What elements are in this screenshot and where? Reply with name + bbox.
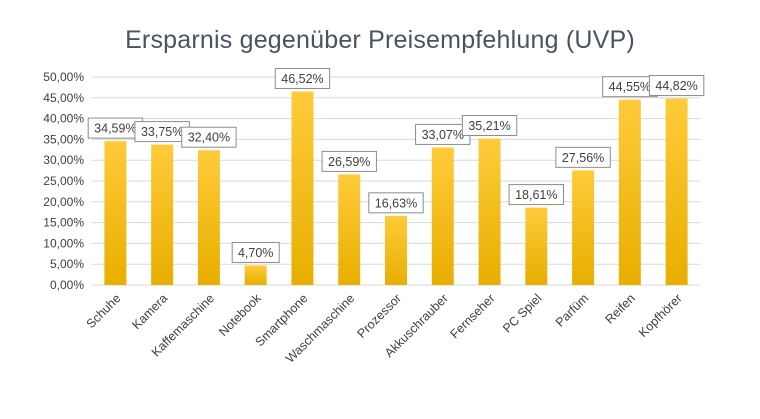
y-tick-label: 15,00% bbox=[43, 216, 84, 230]
data-label: 46,52% bbox=[281, 72, 323, 86]
data-label-box bbox=[368, 192, 424, 214]
data-label-box bbox=[274, 67, 331, 89]
bar-fernseher bbox=[478, 138, 501, 285]
bar-parfüm bbox=[572, 170, 595, 285]
y-tick-label: 35,00% bbox=[43, 132, 84, 146]
x-tick-label: Notebook bbox=[216, 291, 264, 339]
x-tick-label: Fernseher bbox=[447, 291, 497, 341]
data-label-box bbox=[231, 241, 280, 263]
y-tick-label: 45,00% bbox=[43, 91, 84, 105]
y-tick-label: 0,00% bbox=[50, 278, 84, 292]
y-tick-label: 10,00% bbox=[43, 236, 84, 250]
data-label-box bbox=[321, 150, 377, 172]
bar-kamera bbox=[151, 144, 174, 285]
data-label: 18,61% bbox=[515, 188, 557, 202]
bar-smartphone bbox=[291, 91, 314, 285]
y-tick-label: 20,00% bbox=[43, 195, 84, 209]
bar-notebook bbox=[244, 265, 267, 285]
data-label: 32,40% bbox=[188, 131, 230, 145]
bar-akkuschrauber bbox=[431, 147, 454, 285]
data-label: 16,63% bbox=[375, 196, 417, 210]
bar-reifen bbox=[618, 99, 641, 285]
data-label: 26,59% bbox=[328, 155, 370, 169]
data-label-box bbox=[461, 115, 518, 137]
bar-kaffemaschine bbox=[197, 150, 220, 285]
data-label-box bbox=[648, 75, 705, 97]
data-label-box bbox=[181, 126, 237, 148]
y-tick-label: 30,00% bbox=[43, 153, 84, 167]
data-label: 35,21% bbox=[468, 119, 510, 133]
x-tick-label: Prozessor bbox=[354, 291, 404, 341]
data-label: 44,82% bbox=[655, 79, 697, 93]
data-label: 33,75% bbox=[141, 125, 183, 139]
bar-waschmaschine bbox=[338, 174, 361, 285]
y-tick-label: 50,00% bbox=[43, 70, 84, 84]
x-tick-label: Kopfhörer bbox=[636, 291, 685, 340]
bar-kopfhörer bbox=[665, 98, 688, 285]
data-label: 34,59% bbox=[94, 122, 136, 136]
x-tick-label: Parfüm bbox=[553, 291, 591, 329]
y-tick-label: 5,00% bbox=[50, 257, 84, 271]
x-tick-label: Schuhe bbox=[84, 291, 124, 331]
data-label-box bbox=[508, 184, 565, 206]
data-label: 33,07% bbox=[422, 128, 464, 142]
data-label-box bbox=[555, 146, 611, 168]
x-tick-label: Kamera bbox=[129, 291, 170, 332]
bar-schuhe bbox=[104, 141, 127, 285]
y-tick-label: 40,00% bbox=[43, 112, 84, 126]
data-label: 27,56% bbox=[562, 151, 604, 165]
bar-layer bbox=[104, 91, 688, 285]
x-tick-label: Reifen bbox=[603, 291, 638, 326]
data-label-layer: 34,59% 33,75% 32,40% 4,70% 46,52% 26,59% 16,63… bbox=[87, 67, 705, 263]
x-tick-label: PC Spiel bbox=[500, 291, 544, 335]
bar-pc-spiel bbox=[525, 207, 548, 285]
data-label: 44,55% bbox=[609, 80, 651, 94]
y-tick-label: 25,00% bbox=[43, 174, 84, 188]
chart-title: Ersparnis gegenüber Preisempfehlung (UVP… bbox=[125, 26, 635, 54]
data-label: 4,70% bbox=[238, 246, 273, 260]
bar-prozessor bbox=[385, 215, 407, 285]
